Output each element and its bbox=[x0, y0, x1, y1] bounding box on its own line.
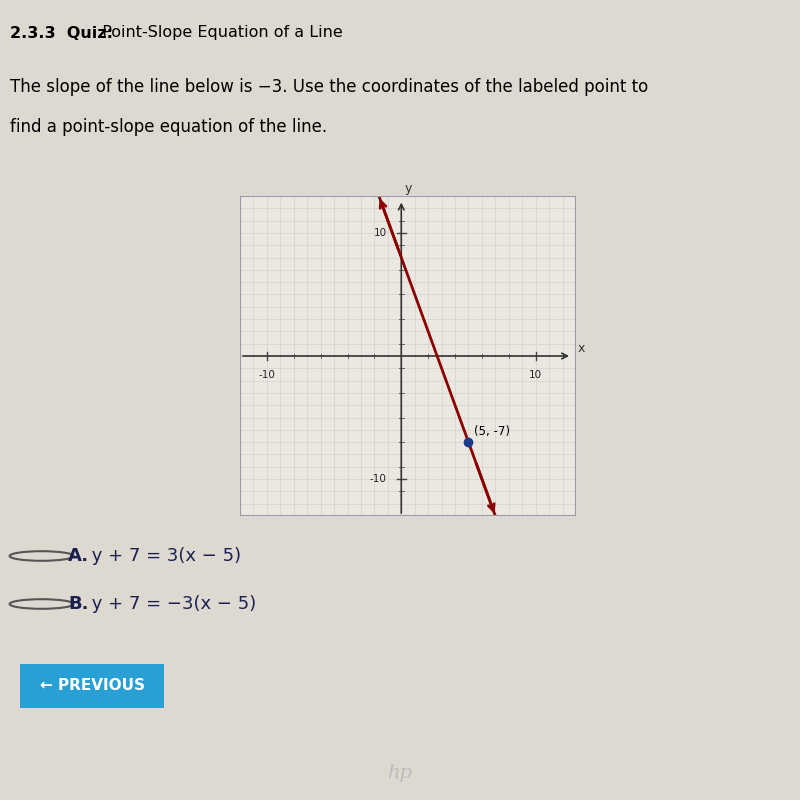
Text: ← PREVIOUS: ← PREVIOUS bbox=[39, 678, 145, 694]
Text: x: x bbox=[578, 342, 585, 355]
Text: -10: -10 bbox=[258, 370, 275, 379]
Text: y + 7 = 3(x − 5): y + 7 = 3(x − 5) bbox=[86, 547, 241, 565]
Text: 10: 10 bbox=[374, 228, 386, 238]
Text: A.: A. bbox=[68, 547, 89, 565]
Text: y: y bbox=[404, 182, 412, 194]
Text: find a point-slope equation of the line.: find a point-slope equation of the line. bbox=[10, 118, 326, 136]
Text: (5, -7): (5, -7) bbox=[474, 426, 510, 438]
Text: B.: B. bbox=[68, 595, 89, 613]
Text: y + 7 = −3(x − 5): y + 7 = −3(x − 5) bbox=[86, 595, 256, 613]
Text: 10: 10 bbox=[529, 370, 542, 379]
FancyBboxPatch shape bbox=[9, 661, 175, 711]
Text: -10: -10 bbox=[370, 474, 386, 484]
Text: The slope of the line below is −3. Use the coordinates of the labeled point to: The slope of the line below is −3. Use t… bbox=[10, 78, 648, 96]
Text: 2.3.3  Quiz:: 2.3.3 Quiz: bbox=[10, 26, 113, 41]
Text: hp: hp bbox=[387, 764, 413, 782]
Text: Point-Slope Equation of a Line: Point-Slope Equation of a Line bbox=[92, 26, 342, 41]
